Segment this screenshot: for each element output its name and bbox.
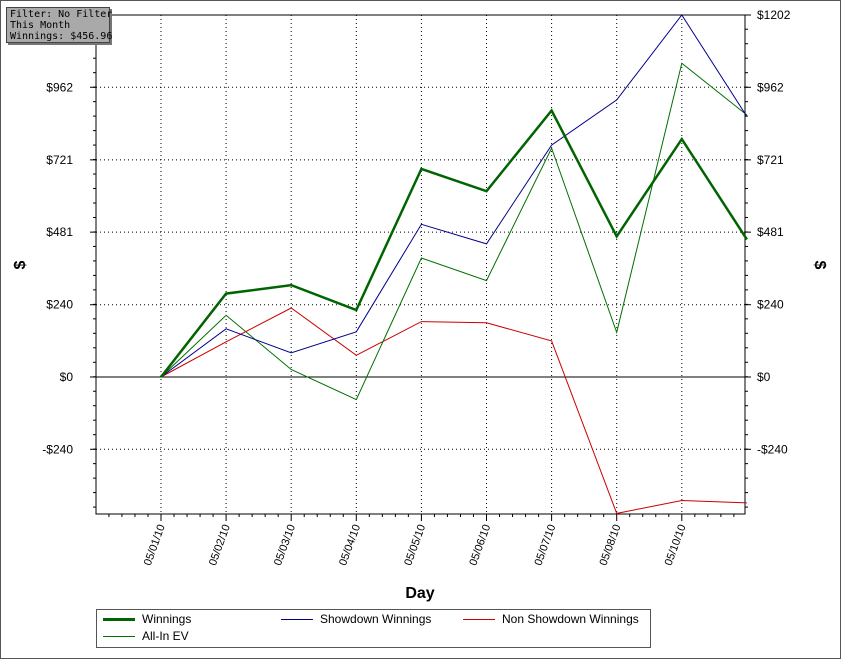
x-tick-label: 05/08/10 [598,523,624,567]
x-tick-label: 05/03/10 [272,523,298,567]
legend-swatch-showdown [281,619,313,620]
y-axis-label-right: $ [811,261,828,270]
x-axis-label: Day [405,585,434,602]
y-tick-label-left: $240 [46,298,73,312]
legend-label-allin-ev: All-In EV [142,629,189,643]
y-tick-label-right: $721 [757,153,784,167]
x-tick-label: 05/02/10 [207,523,233,567]
grid-layer [96,15,745,514]
series-line-non-showdown-winnings [160,307,747,514]
period-text: This Month [10,20,71,31]
axis-layer: 05/01/10 05/02/10 05/03/10 05/04/10 05/05/10… [40,8,791,567]
filter-text: Filter: No Filter [10,9,113,20]
legend-swatch-non-showdown [463,619,495,620]
y-tick-label-right: $240 [757,298,784,312]
y-tick-label-left: $481 [46,225,73,239]
legend-label-showdown: Showdown Winnings [320,612,432,626]
x-tick-label: 05/06/10 [467,523,493,567]
series-line-showdown-winnings [160,14,748,378]
legend-swatch-allin-ev [103,636,135,637]
chart: 05/01/10 05/02/10 05/03/10 05/04/10 05/05/10… [12,8,828,602]
x-tick-label: 05/10/10 [663,523,689,567]
y-tick-label-left: $0 [60,370,74,384]
series-layer [160,14,748,514]
x-tick-label: 05/01/10 [142,523,168,567]
filter-info-box: Filter: No Filter This Month Winnings: $… [6,7,113,43]
chart-legend: Winnings Showdown Winnings Non Showdown … [96,609,651,648]
legend-label-winnings: Winnings [142,612,192,626]
series-line-all-in-ev [160,62,748,401]
winnings-summary: Winnings: $456.96 [10,31,113,42]
legend-swatch-winnings [103,618,135,621]
y-tick-label-left: -$240 [42,442,73,456]
y-tick-label-left: $721 [46,153,73,167]
x-tick-label: 05/04/10 [337,523,363,567]
series-line-winnings [160,108,748,378]
y-tick-label-right: $481 [757,225,784,239]
x-tick-label: 05/05/10 [402,523,428,567]
y-tick-label-left: $962 [46,80,73,94]
y-tick-label-right: $962 [757,80,784,94]
plot-area-border [95,14,746,515]
y-tick-label-right: $0 [757,370,771,384]
legend-label-non-showdown: Non Showdown Winnings [502,612,639,626]
y-tick-label-right: -$240 [757,442,788,456]
y-tick-label-right: $1202 [757,8,791,22]
y-axis-label-left: $ [12,260,29,269]
x-tick-label: 05/07/10 [532,523,558,567]
